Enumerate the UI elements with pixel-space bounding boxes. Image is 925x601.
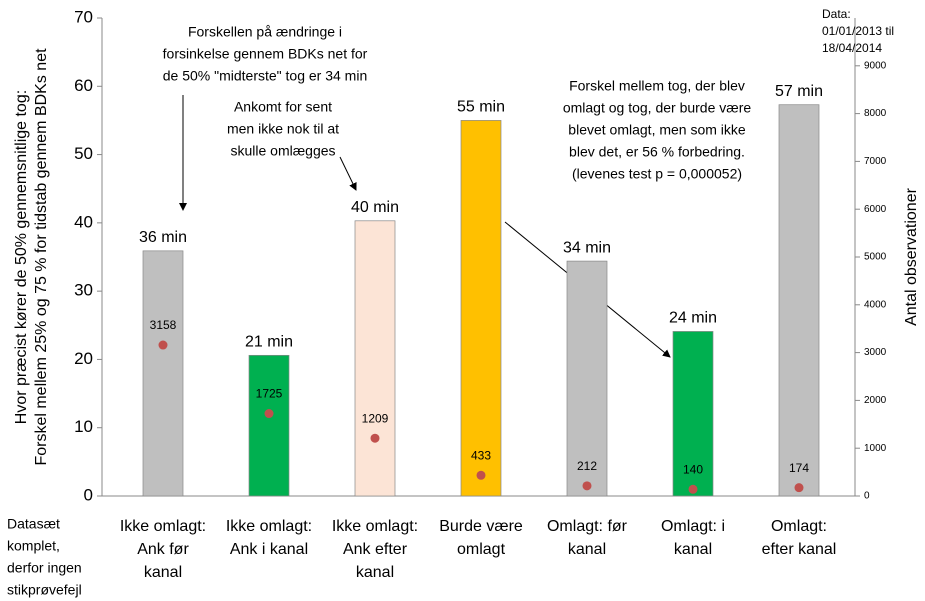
y-axis-label: Forskel mellem 25% og 75 % for tidstab g…	[33, 48, 50, 466]
y-tick-label: 30	[74, 281, 93, 300]
bar	[248, 354, 290, 497]
x-tick-label: Ikke omlagt:	[226, 518, 312, 535]
point	[582, 481, 592, 491]
point-label: 174	[789, 461, 809, 475]
x-tick-label: Omlagt:	[771, 518, 827, 535]
point-label: 140	[683, 462, 703, 476]
annotation: de 50% "midterste" tog er 34 min	[163, 68, 367, 84]
point	[688, 484, 698, 494]
y2-tick-label: 9000	[864, 60, 887, 71]
y2-tick-label: 2000	[864, 395, 887, 406]
point-label: 3158	[150, 318, 177, 332]
bar	[672, 331, 714, 497]
point-label: 1725	[256, 387, 283, 401]
x-tick-label: Ikke omlagt:	[120, 518, 206, 535]
y-tick-label: 20	[74, 349, 93, 368]
x-tick-label: kanal	[674, 541, 712, 558]
point	[476, 470, 486, 480]
y2-tick-label: 8000	[864, 108, 887, 119]
y2-tick-label: 5000	[864, 252, 887, 263]
annotation: omlagt og tog, der burde være	[563, 100, 752, 116]
point	[370, 433, 380, 443]
y-tick-label: 50	[74, 144, 93, 163]
side-note: stikprøvefejl	[7, 582, 82, 598]
annotation: blevet omlagt, men som ikke	[568, 122, 746, 138]
annotation: skulle omlægges	[230, 143, 335, 159]
point-label: 1209	[362, 411, 389, 425]
y2-tick-label: 4000	[864, 299, 887, 310]
x-tick-label: kanal	[568, 541, 606, 558]
x-tick-label: kanal	[144, 564, 182, 581]
y2-axis-label: Antal observationer	[903, 187, 920, 326]
x-tick-label: Omlagt: i	[661, 518, 725, 535]
point	[158, 340, 168, 350]
annotation: Ankomt for sent	[234, 99, 332, 115]
bar	[142, 250, 184, 497]
value-label: 21 min	[245, 334, 293, 351]
x-tick-label: Burde være	[439, 518, 523, 535]
point-label: 212	[577, 459, 597, 473]
side-note: Datasæt	[7, 516, 60, 532]
x-tick-label: omlagt	[457, 541, 506, 558]
point-label: 433	[471, 448, 491, 462]
side-note: derfor ingen	[7, 560, 82, 576]
data-note: 01/01/2013 til	[822, 24, 894, 38]
y-axis-label: Hvor præcist kører de 50% gennemsnitlige…	[13, 90, 30, 424]
y-tick-label: 40	[74, 212, 93, 231]
annotation: (levenes test p = 0,000052)	[572, 166, 742, 182]
annotation: blev det, er 56 % forbedring.	[569, 144, 745, 160]
x-tick-label: Ikke omlagt:	[332, 518, 418, 535]
data-note: 18/04/2014	[822, 41, 882, 55]
y2-tick-label: 0	[864, 491, 870, 502]
y-tick-label: 60	[74, 76, 93, 95]
value-label: 55 min	[457, 99, 505, 116]
data-note: Data:	[822, 7, 851, 21]
annotation: Forskel mellem tog, der blev	[569, 78, 745, 94]
annotation: forsinkelse gennem BDKs net for	[163, 46, 368, 62]
arrow	[339, 156, 357, 191]
bar	[460, 120, 502, 497]
y2-tick-label: 7000	[864, 156, 887, 167]
bar	[778, 104, 820, 497]
bar	[354, 220, 396, 497]
value-label: 24 min	[669, 310, 717, 327]
y-tick-label: 70	[74, 7, 93, 26]
y-tick-label: 0	[84, 485, 93, 504]
x-tick-label: Ank efter	[343, 541, 408, 558]
side-note: komplet,	[7, 538, 60, 554]
annotation: Forskellen på ændringe i	[188, 24, 342, 40]
bar	[566, 260, 608, 497]
point	[794, 483, 804, 493]
x-tick-label: Ank før	[137, 541, 189, 558]
x-tick-label: Ank i kanal	[230, 541, 308, 558]
y2-tick-label: 1000	[864, 443, 887, 454]
y2-tick-label: 3000	[864, 347, 887, 358]
annotation: men ikke nok til at	[227, 121, 339, 137]
point	[264, 409, 274, 419]
value-label: 34 min	[563, 239, 611, 256]
x-tick-label: efter kanal	[762, 541, 837, 558]
value-label: 57 min	[775, 83, 823, 100]
x-tick-label: kanal	[356, 564, 394, 581]
value-label: 36 min	[139, 229, 187, 246]
y2-tick-label: 6000	[864, 204, 887, 215]
y-tick-label: 10	[74, 417, 93, 436]
value-label: 40 min	[351, 199, 399, 216]
x-tick-label: Omlagt: før	[547, 518, 628, 535]
